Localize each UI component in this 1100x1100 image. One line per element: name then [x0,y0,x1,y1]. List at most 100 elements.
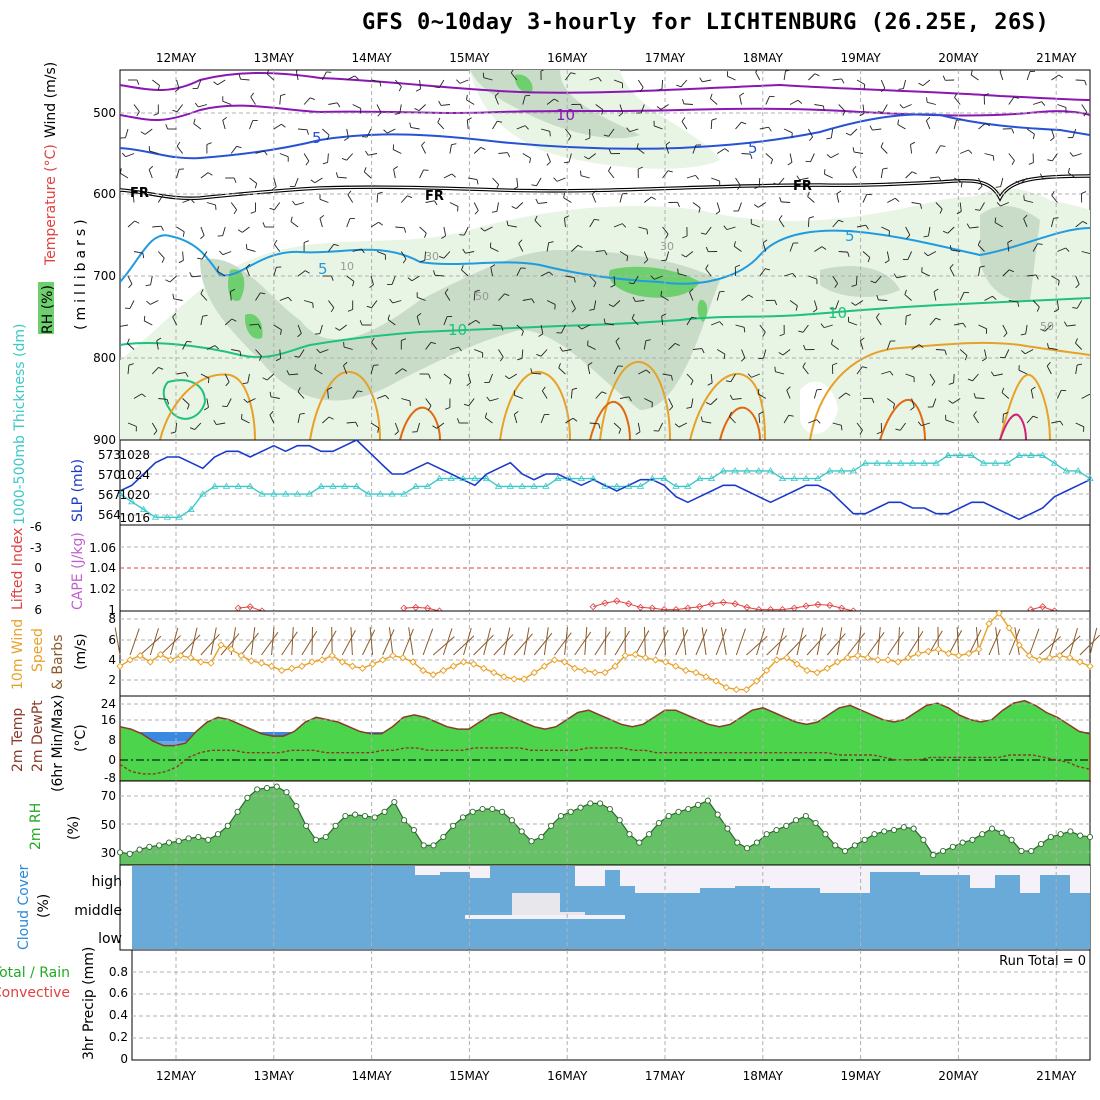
wind-barb [191,275,201,278]
wind-barb [832,275,838,284]
rh-marker [763,831,770,838]
wind-barb [903,104,912,109]
surface-wind-barb [483,627,492,656]
wind-barb [467,373,472,383]
wind-barb-flag [474,210,479,215]
wind-barb [727,75,736,81]
wind-barb [613,365,619,375]
wind-barb [563,197,572,203]
wind-barb [911,398,915,408]
wind-barb-flag [671,375,673,381]
wind-barb-flag [439,255,445,259]
wind-barb [732,398,742,400]
rh-marker [273,783,280,790]
wind-barb [759,126,769,130]
wind-barb [859,340,864,350]
wind-barb-flag [540,70,545,72]
wind-barb [832,78,842,81]
wind-barb-flag [486,396,491,402]
wind-barb-flag [705,264,709,270]
wind-barb-flag [992,295,997,300]
wind-barb-flag [948,400,953,404]
wind-barb [777,177,785,186]
wind-barb [665,251,670,261]
wind-barb [266,73,275,81]
wind-barb [274,244,281,252]
wind-barb [945,419,955,424]
date-tick-label: 19MAY [840,1069,881,1083]
surface-wind-barb [663,627,667,656]
rh-marker [557,812,564,820]
wind-barb-flag [424,232,427,238]
rh-grid [120,781,1090,865]
wind-barb-flag [449,379,452,385]
wind-barb-flag [437,117,441,123]
wind-barb [668,343,676,350]
wind-barb [716,202,721,212]
wind-speed-marker [419,666,427,675]
wind-barb-flag [237,229,243,233]
wind-barb [595,104,604,111]
wind-barb [546,98,555,105]
wind-barb-flag [1051,190,1055,196]
wind-barb-flag [319,214,325,219]
wind-barb [802,324,809,333]
thickness-marker [506,482,515,489]
wind-barb [516,177,519,187]
li-marker [731,600,739,608]
wind-speed-marker [126,656,134,664]
wind-barb-flag [296,70,300,72]
wind-barb [954,97,961,105]
surface-wind-barb [543,627,549,656]
wind-barb-flag [352,281,355,287]
wind-barb-flag [1009,269,1015,273]
wind-barb [540,128,550,132]
wind-speed-marker [742,685,751,694]
rh-marker [371,814,378,821]
upper-y-labels: Wind (m/s) Temperature (°C) (millibars) … [38,62,89,334]
wind-barb-flag [779,333,785,337]
wind-barb-flag [243,398,248,403]
wind-barb [886,251,890,261]
rh-marker [156,842,163,849]
rh-marker [528,838,535,845]
wind-barb-flag [768,126,772,132]
wind-barb [643,340,647,350]
wind-barb [298,128,308,131]
wind-barb [473,291,476,301]
wind-barb [686,174,696,179]
wind-barb-flag [213,420,217,425]
thickness-marker [116,490,124,497]
wind-barb [444,292,451,301]
wind-barb [224,373,230,383]
wind-barb-flag [1020,333,1026,336]
wind-barb-flag [189,272,193,277]
thickness-tick: 567 [98,488,121,502]
wind-speed-marker [1035,656,1044,664]
surface-wind-barb [776,627,785,656]
wind-barb [814,104,824,107]
wind-barb [370,221,379,228]
wind-speed-marker [1015,641,1023,649]
wind-barb-flag [851,284,857,287]
wind-barb [201,251,208,260]
wind-barb-flag [701,348,705,354]
rh-marker [508,817,515,824]
wind-barb-flag [985,122,991,127]
wind-barb-flag [546,161,551,166]
wind-barb [789,300,798,307]
wind-barb [716,349,726,355]
wind-barb [216,422,226,426]
wind-barb [887,398,895,405]
wind-barb [686,373,694,381]
wind-barb-flag [773,182,779,186]
contour-label: 50 [1040,320,1054,333]
wind-barb [638,369,647,375]
thickness-tick: 570 [98,468,121,482]
wind-barb [905,315,907,326]
rh-marker [969,836,976,843]
wind-speed-marker [712,677,720,685]
wind-barb [1001,392,1010,399]
wind-barb [347,194,354,203]
wind-barb [1051,420,1061,424]
